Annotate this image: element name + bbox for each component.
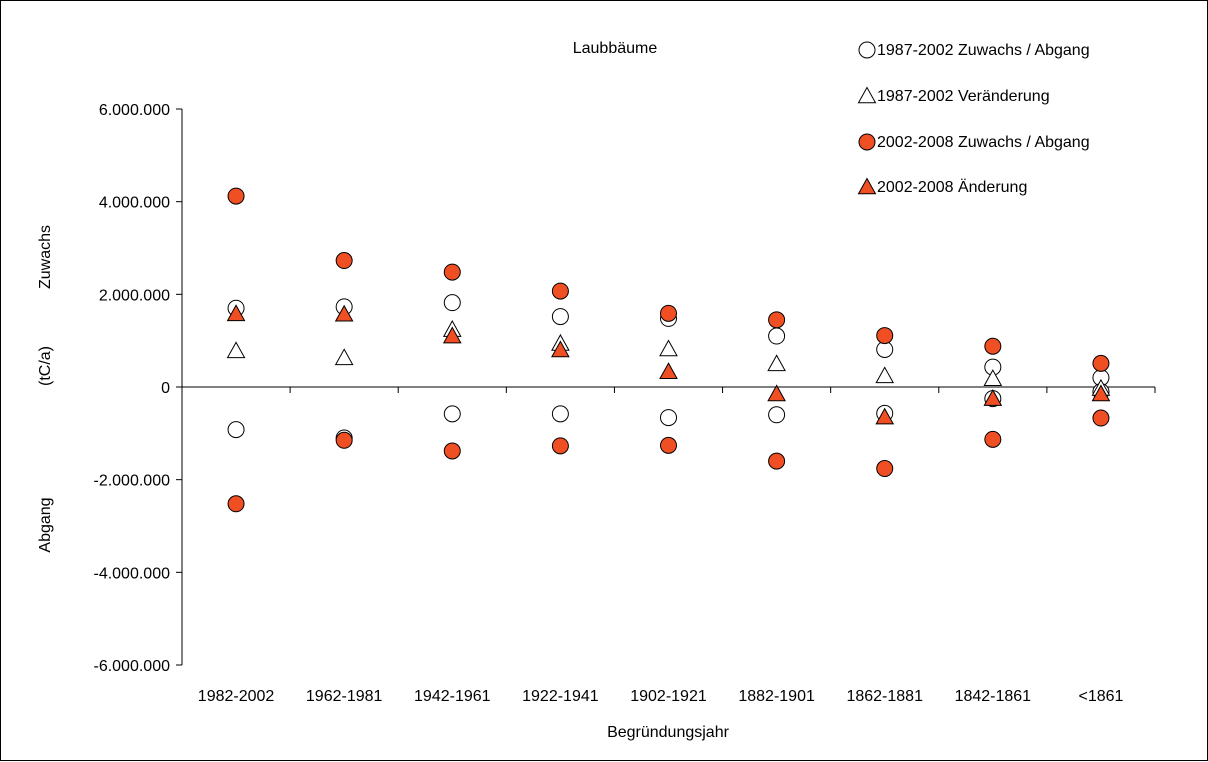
circle-point-s0-5 (768, 327, 786, 345)
legend-label-2: 2002-2008 Zuwachs / Abgang (877, 134, 1090, 151)
triangle-point-s1-0 (226, 341, 246, 359)
circle-point-s2-neg-1 (335, 431, 353, 449)
series-3 (226, 304, 1111, 425)
circle-point-s2-2 (443, 263, 461, 281)
triangle-point-s3-8 (1091, 384, 1111, 402)
triangle-point-s3-1 (334, 304, 354, 322)
legend-label-0: 1987-2002 Zuwachs / Abgang (877, 42, 1090, 59)
legend-marker-3 (857, 177, 877, 195)
triangle-point-s3-6 (875, 407, 895, 425)
y-tick-label: -4.000.000 (93, 565, 170, 582)
x-tick-label: 1922-1941 (522, 688, 599, 705)
circle-point-s0-neg-0 (227, 421, 245, 439)
y-tick-label: 4.000.000 (99, 195, 170, 212)
triangle-point-s3-7 (983, 389, 1003, 406)
y-tick-label: 2.000.000 (99, 287, 170, 304)
data-marks (226, 187, 1111, 513)
y-axis-label-unit: (tC/a) (37, 346, 54, 386)
triangle-point-s3-5 (767, 384, 786, 402)
chart-title: Laubbäume (573, 40, 658, 57)
y-axis-ticks: 6.000.000 4.000.000 2.000.000 0 -2.000.000 -4… (93, 102, 182, 675)
circle-point-s0-neg-5 (768, 406, 786, 424)
circle-point-s2-neg-2 (443, 442, 461, 460)
legend-marker-1 (857, 86, 877, 104)
circle-point-s0-neg-2 (443, 405, 461, 423)
triangle-point-s1-5 (767, 354, 786, 372)
triangle-point-s3-4 (659, 362, 678, 380)
x-tick-label: 1962-1981 (306, 688, 383, 705)
y-tick-label: -2.000.000 (93, 473, 170, 490)
series-2 (227, 187, 1110, 513)
x-tick-label: 1942-1961 (414, 688, 491, 705)
circle-point-s0-neg-4 (660, 409, 677, 427)
triangle-point-s3-2 (442, 326, 462, 344)
circle-point-s2-neg-0 (227, 495, 245, 513)
circle-point-s2-neg-3 (551, 437, 569, 455)
circle-point-s2-3 (551, 282, 569, 300)
circle-point-s2-neg-5 (768, 452, 786, 470)
circle-point-s2-neg-8 (1092, 409, 1110, 427)
y-axis-label-zuwachs: Zuwachs (37, 225, 54, 289)
legend-label-1: 1987-2002 Veränderung (877, 88, 1050, 105)
x-tick-label: 1882-1901 (738, 688, 815, 705)
x-tick-label: <1861 (1078, 688, 1123, 705)
triangle-point-s3-3 (551, 340, 570, 358)
x-axis-title: Begründungsjahr (607, 724, 730, 741)
triangle-point-s1-7 (983, 369, 1003, 386)
circle-point-s2-neg-4 (660, 436, 677, 454)
x-tick-label: 1902-1921 (630, 688, 707, 705)
circle-point-s2-0 (227, 187, 245, 205)
y-axis-label-abgang: Abgang (37, 497, 54, 552)
x-axis-ticks: 1982-2002 1962-1981 1942-1961 1922-1941 1902… (181, 387, 1156, 705)
circle-point-s2-7 (984, 337, 1002, 355)
circle-point-s2-6 (876, 327, 894, 345)
series-1 (226, 320, 1111, 396)
triangle-point-s3-0 (226, 304, 246, 322)
circle-point-s0-2 (443, 294, 461, 312)
circle-point-s2-5 (768, 311, 786, 329)
triangle-point-s1-4 (659, 339, 678, 357)
circle-point-s2-8 (1092, 354, 1110, 372)
y-tick-label: -6.000.000 (93, 658, 170, 675)
y-tick-label: 6.000.000 (99, 102, 170, 119)
circle-point-s0-3 (551, 308, 569, 326)
circle-point-s2-1 (335, 252, 353, 270)
circle-point-s2-neg-7 (984, 430, 1002, 448)
x-tick-label: 1982-2002 (198, 688, 275, 705)
legend-marker-0 (858, 41, 876, 59)
x-tick-label: 1842-1861 (955, 688, 1032, 705)
legend: 1987-2002 Zuwachs / Abgang 1987-2002 Verä… (857, 41, 1090, 196)
y-tick-label: 0 (161, 380, 170, 397)
legend-marker-2 (858, 133, 876, 151)
circle-point-s0-neg-3 (551, 405, 569, 423)
legend-label-3: 2002-2008 Änderung (877, 178, 1027, 196)
circle-point-s2-neg-6 (876, 460, 894, 478)
x-tick-label: 1862-1881 (846, 688, 923, 705)
triangle-point-s1-1 (334, 348, 354, 366)
circle-point-s2-4 (660, 304, 677, 322)
triangle-point-s1-6 (875, 366, 895, 384)
